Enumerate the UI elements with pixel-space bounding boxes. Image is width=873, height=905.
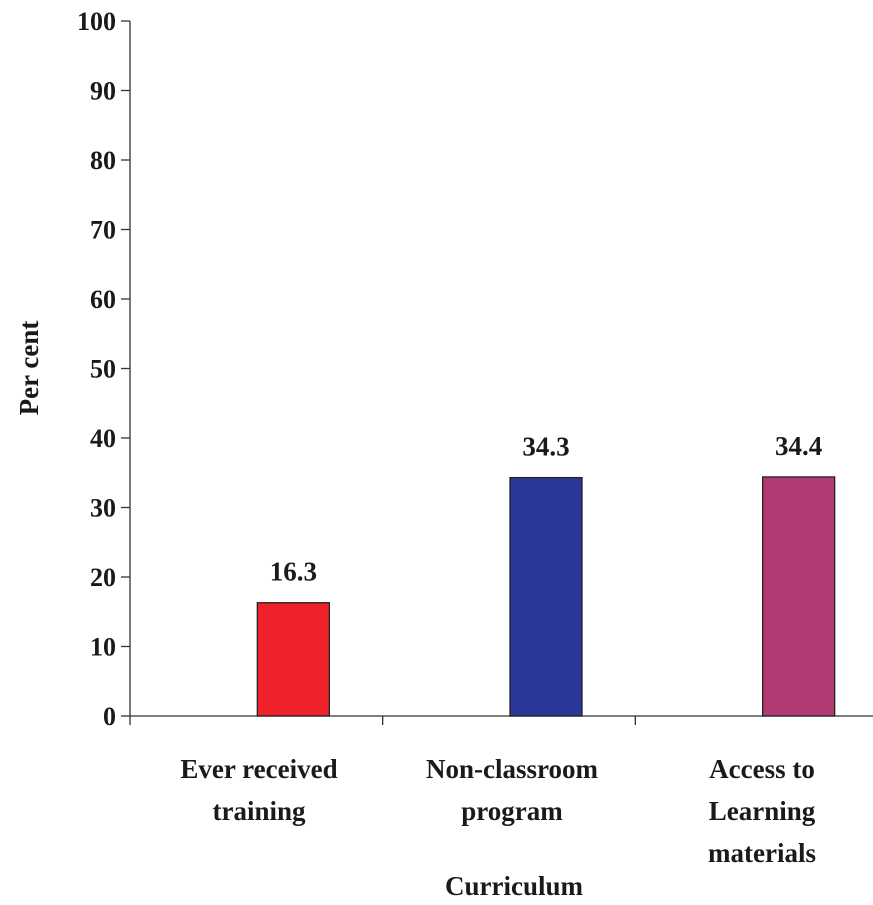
category-label: program xyxy=(461,796,563,826)
y-tick-label: 60 xyxy=(90,285,116,314)
data-label: 34.3 xyxy=(522,432,569,462)
data-labels: 16.3 34.3 34.4 xyxy=(270,431,823,587)
data-label: 34.4 xyxy=(775,431,822,461)
axes xyxy=(129,21,873,725)
y-tick-label: 100 xyxy=(77,7,116,36)
y-tick-label: 30 xyxy=(90,494,116,523)
data-label: 16.3 xyxy=(270,557,317,587)
y-tick-label: 10 xyxy=(90,633,116,662)
bar xyxy=(256,602,330,717)
category-label: Learning xyxy=(709,796,816,826)
x-axis-title: Curriculum xyxy=(445,871,584,901)
y-axis-ticks: 0 10 20 30 40 50 60 70 80 90 100 xyxy=(77,7,130,731)
bar xyxy=(762,476,836,717)
y-tick-label: 40 xyxy=(90,424,116,453)
bar xyxy=(509,476,583,717)
category-label: Non-classroom xyxy=(426,754,599,784)
y-tick-label: 20 xyxy=(90,563,116,592)
category-label: Ever received xyxy=(180,754,337,784)
bars xyxy=(256,476,836,717)
y-axis-title: Per cent xyxy=(14,321,44,416)
y-tick-label: 50 xyxy=(90,355,116,384)
category-labels: Ever received training Non-classroom progra… xyxy=(180,754,816,868)
category-label: materials xyxy=(708,838,816,868)
y-tick-label: 70 xyxy=(90,216,116,245)
category-label: training xyxy=(212,796,306,826)
y-tick-label: 90 xyxy=(90,77,116,106)
category-label: Access to xyxy=(709,754,815,784)
y-tick-label: 80 xyxy=(90,146,116,175)
y-tick-label: 0 xyxy=(103,702,116,731)
